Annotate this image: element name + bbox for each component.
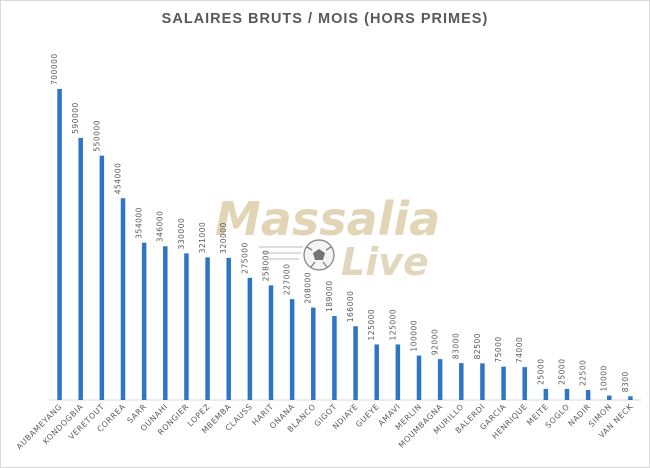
bar-amavi (395, 344, 401, 400)
watermark-line1: Massalia (215, 192, 440, 246)
bar-onana (289, 299, 295, 400)
value-label: 321000 (198, 222, 207, 254)
bar-kondogbia (78, 137, 83, 400)
value-label: 75000 (494, 336, 503, 362)
value-label: 258000 (261, 250, 270, 282)
value-label: 346000 (156, 211, 165, 243)
bar-nadir (585, 390, 591, 400)
chart-title: SALAIRES BRUTS / MOIS (HORS PRIMES) (161, 11, 489, 27)
value-label: 82500 (473, 333, 482, 359)
bar-garcia (501, 366, 506, 400)
bar-murillo (459, 363, 464, 400)
value-label: 22500 (579, 360, 588, 386)
value-labels-group: 700000 590000 550000 454000 354000 346000 3300… (50, 53, 630, 392)
value-label: 83000 (452, 333, 461, 359)
value-label: 227000 (283, 264, 292, 296)
bar-ounahi (163, 246, 168, 400)
value-label: 550000 (92, 120, 101, 152)
value-label: 700000 (50, 53, 59, 85)
bar-ndiaye (353, 326, 358, 400)
soccer-ball-icon (303, 239, 335, 271)
value-label: 166000 (346, 291, 355, 323)
value-label: 10000 (600, 365, 609, 391)
category-labels-group: AUBAMEYANGKONDOGBIAVERETOUTCORREASARROUN… (15, 402, 635, 452)
bar-rongier (184, 253, 189, 400)
bar-gigot (332, 316, 337, 400)
bar-henrique (522, 367, 527, 400)
bar-blanco (311, 307, 316, 400)
value-label: 320000 (219, 222, 228, 254)
watermark-line2: Live (341, 240, 429, 284)
bar-simon (607, 395, 612, 400)
bar-lopez (205, 257, 210, 400)
bar-van-neck (628, 396, 633, 400)
bar-sarr (141, 242, 147, 400)
category-label: GUEYE (354, 402, 381, 429)
value-label: 92000 (431, 329, 440, 355)
bar-gueye (374, 344, 379, 400)
bar-correa (120, 198, 126, 400)
value-label: 25000 (536, 359, 545, 385)
value-label: 590000 (71, 102, 80, 134)
value-label: 330000 (177, 218, 186, 250)
bar-moumbagna (437, 359, 443, 400)
bar-balerdi (480, 363, 485, 400)
value-label: 125000 (388, 309, 397, 341)
bar-veretout (99, 155, 105, 400)
value-label: 8300 (621, 371, 630, 392)
value-label: 454000 (113, 163, 122, 195)
bar-clauss (247, 277, 253, 400)
value-label: 354000 (135, 207, 144, 239)
value-label: 25000 (557, 359, 566, 385)
bar-harit (268, 285, 274, 400)
bar-meite (543, 388, 549, 400)
bar-soglo (564, 388, 570, 400)
value-label: 100000 (409, 320, 418, 352)
value-label: 125000 (367, 309, 376, 341)
value-label: 74000 (515, 337, 524, 363)
value-label: 189000 (325, 280, 334, 312)
bar-merlin (416, 355, 422, 400)
bar-aubameyang (57, 89, 62, 400)
bar-mbemba (226, 257, 231, 400)
value-label: 208000 (304, 272, 313, 304)
value-label: 275000 (240, 242, 249, 274)
bars-group (57, 89, 633, 400)
